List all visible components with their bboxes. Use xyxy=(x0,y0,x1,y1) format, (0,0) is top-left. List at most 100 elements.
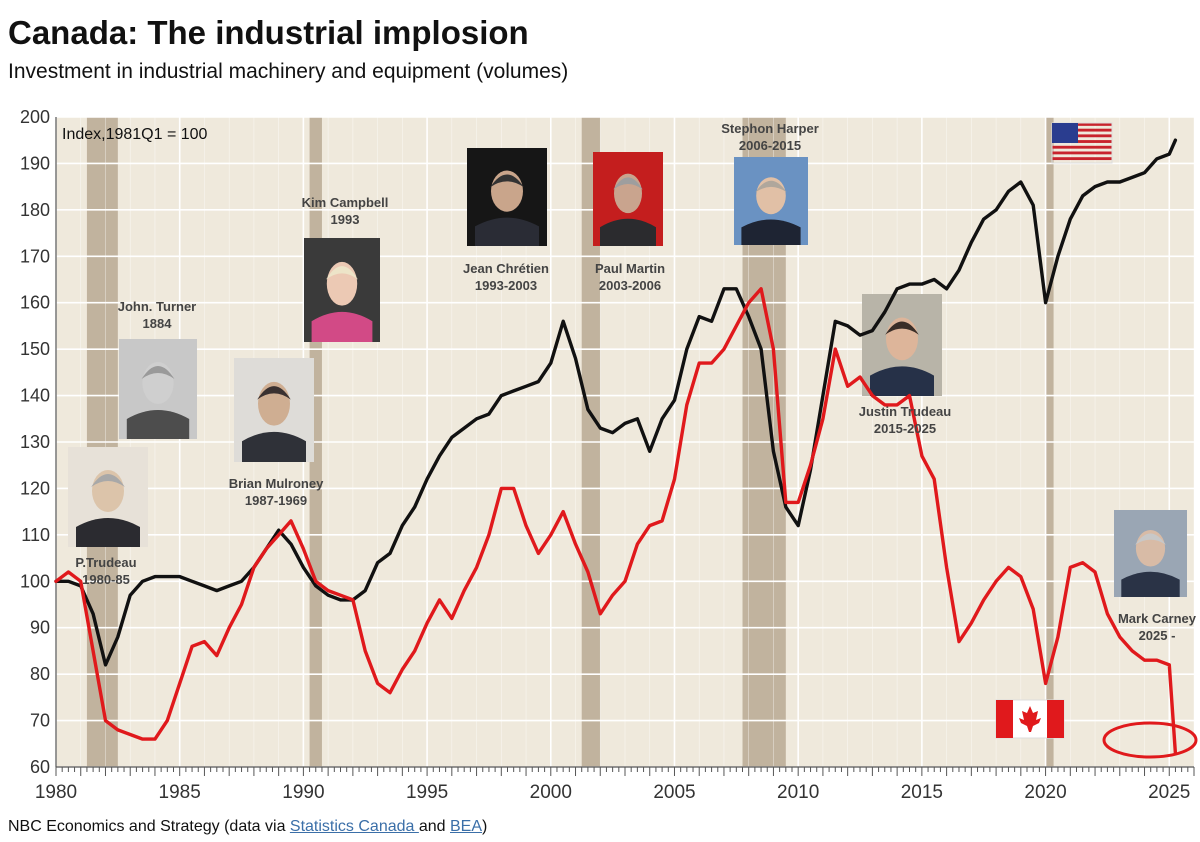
x-tick-label: 1995 xyxy=(406,782,448,803)
x-tick-label: 2025 xyxy=(1148,782,1190,803)
j-trudeau-label-line: Justin Trudeau xyxy=(859,404,952,419)
campbell-portrait xyxy=(304,238,380,342)
portrait-body xyxy=(741,219,801,245)
harper-label-line: Stephon Harper xyxy=(721,121,819,136)
turner-label: John. Turner 1884 xyxy=(118,299,196,331)
martin-label: Paul Martin 2003-2006 xyxy=(595,261,665,293)
carney-label-line: Mark Carney xyxy=(1118,611,1197,626)
statistics-canada-link[interactable]: Statistics Canada xyxy=(289,818,419,835)
portrait-body xyxy=(600,218,656,246)
flag-stripe xyxy=(1052,145,1112,149)
portrait-body xyxy=(311,311,373,342)
j-trudeau-label: Justin Trudeau 2015-2025 xyxy=(859,404,952,436)
y-tick-label: 90 xyxy=(30,618,50,638)
x-tick-label: 1980 xyxy=(35,782,77,803)
y-tick-label: 60 xyxy=(30,757,50,777)
footer: NBC Economics and Strategy (data via Sta… xyxy=(8,818,487,836)
p-trudeau-label-line: 1980-85 xyxy=(82,572,130,587)
portraits xyxy=(68,122,1187,739)
portrait-body xyxy=(126,410,190,439)
flag-stripe xyxy=(1052,128,1112,132)
mulroney-portrait xyxy=(234,358,314,462)
carney-label-line: 2025 - xyxy=(1139,628,1176,643)
flag-stripe xyxy=(1052,134,1112,138)
campbell-label-line: Kim Campbell xyxy=(302,195,389,210)
portrait-hair xyxy=(1135,533,1166,545)
x-tick-label: 1990 xyxy=(282,782,324,803)
campbell-label-line: 1993 xyxy=(331,212,360,227)
x-tick-label: 2000 xyxy=(530,782,572,803)
y-tick-label: 200 xyxy=(20,107,50,127)
x-tick-label: 2010 xyxy=(777,782,819,803)
p-trudeau-portrait xyxy=(68,447,148,547)
maple-leaf-icon xyxy=(1019,706,1041,732)
martin-label-line: Paul Martin xyxy=(595,261,665,276)
campbell-label: Kim Campbell 1993 xyxy=(302,195,389,227)
index-annotation: Index,1981Q1 = 100 xyxy=(62,126,208,143)
y-tick-label: 120 xyxy=(20,478,50,498)
x-tick-label: 2005 xyxy=(653,782,695,803)
portrait-hair xyxy=(326,266,358,280)
flag-stripe xyxy=(1052,140,1112,143)
portrait-hair xyxy=(91,474,125,487)
y-tick-label: 190 xyxy=(20,153,50,173)
mulroney-label: Brian Mulroney 1987-1969 xyxy=(229,476,324,508)
p-trudeau-label: P.Trudeau 1980-85 xyxy=(75,555,136,587)
portrait-hair xyxy=(257,386,291,400)
mulroney-label-line: 1987-1969 xyxy=(245,493,307,508)
portrait-body xyxy=(870,366,934,396)
flag-band-right xyxy=(1047,700,1064,738)
y-tick-label: 170 xyxy=(20,246,50,266)
footer-prefix: NBC Economics and Strategy (data via xyxy=(8,818,290,835)
turner-label-line: 1884 xyxy=(143,316,173,331)
bea-link[interactable]: BEA xyxy=(450,818,483,835)
martin-label-line: 2003-2006 xyxy=(599,278,661,293)
chretien-label-line: 1993-2003 xyxy=(475,278,537,293)
series-canada-line xyxy=(54,287,1178,755)
y-tick-label: 130 xyxy=(20,432,50,452)
chart-title: Canada: The industrial implosion xyxy=(8,14,529,51)
martin-portrait xyxy=(593,152,663,246)
series-usa-line xyxy=(54,138,1178,667)
chretien-label: Jean Chrétien 1993-2003 xyxy=(463,261,549,293)
harper-label-line: 2006-2015 xyxy=(739,138,801,153)
portrait-body xyxy=(475,217,539,246)
y-tick-label: 180 xyxy=(20,200,50,220)
portrait-hair xyxy=(885,321,919,335)
y-tick-label: 150 xyxy=(20,339,50,359)
portrait-body xyxy=(242,431,306,462)
portrait-body xyxy=(76,518,140,547)
flag-canton xyxy=(1052,123,1078,143)
chart-subtitle: Investment in industrial machinery and e… xyxy=(8,60,569,83)
harper-portrait xyxy=(734,157,808,245)
y-tick-label: 160 xyxy=(20,293,50,313)
chretien-label-line: Jean Chrétien xyxy=(463,261,549,276)
flag-stripe xyxy=(1052,157,1112,161)
p-trudeau-label-line: P.Trudeau xyxy=(75,555,136,570)
axes: 60 70 80 90 100 110 120 130 140 150 160 170 180 190 20… xyxy=(20,107,1195,803)
turner-portrait xyxy=(119,339,197,439)
y-tick-label: 140 xyxy=(20,386,50,406)
x-tick-label: 2015 xyxy=(901,782,943,803)
footer-suffix: ) xyxy=(482,818,488,835)
y-tick-label: 80 xyxy=(30,664,50,684)
harper-label: Stephon Harper 2006-2015 xyxy=(721,121,819,153)
x-tick-label: 1985 xyxy=(159,782,201,803)
series-lines xyxy=(54,138,1178,755)
annotations: P.Trudeau 1980-85 John. Turner 1884 Brian Mu… xyxy=(75,121,1198,759)
turner-label-line: John. Turner xyxy=(118,299,196,314)
portrait-body xyxy=(1121,571,1180,597)
chretien-portrait xyxy=(467,148,547,246)
highlight-circle xyxy=(1102,721,1198,759)
canada-flag-icon xyxy=(995,699,1065,739)
j-trudeau-portrait xyxy=(862,294,942,396)
carney-label: Mark Carney 2025 - xyxy=(1118,611,1197,643)
flag-stripe xyxy=(1052,151,1112,155)
flag-stripe xyxy=(1052,123,1112,126)
y-tick-label: 70 xyxy=(30,711,50,731)
y-tick-label: 110 xyxy=(21,525,50,545)
footer-middle: and xyxy=(418,818,450,835)
flag-band-left xyxy=(996,700,1013,738)
y-tick-label: 100 xyxy=(20,571,50,591)
